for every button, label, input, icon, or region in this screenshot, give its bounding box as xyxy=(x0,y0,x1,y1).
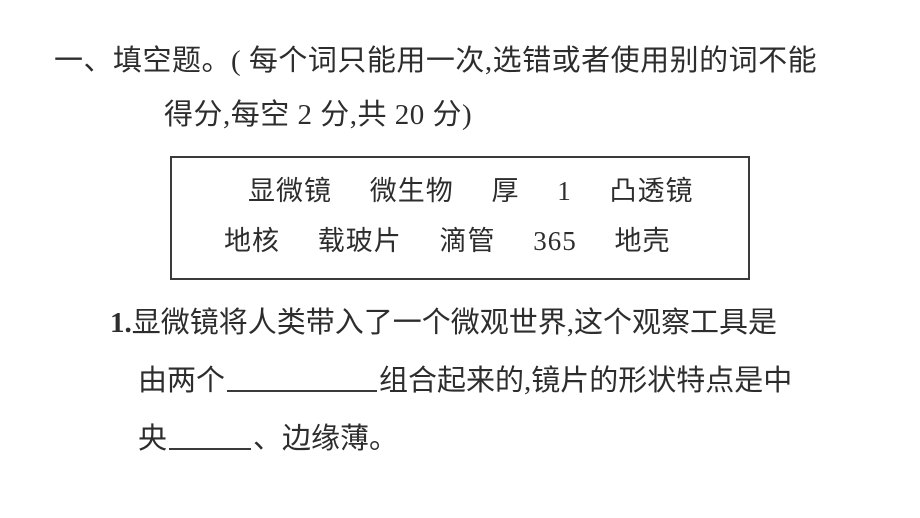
question-1-line-2: 由两个 组合起来的,镜片的形状特点是中 xyxy=(54,352,886,410)
word-bank-row-2: 地核 载玻片 滴管 365 地壳 xyxy=(182,216,738,266)
question-text: 央 xyxy=(138,423,167,455)
word-item: 微生物 xyxy=(370,176,454,206)
word-item: 1 xyxy=(557,176,572,206)
fill-blank[interactable] xyxy=(227,390,377,392)
heading-line-2: 得分,每空 2 分,共 20 分) xyxy=(54,88,886,142)
question-1: 1.显微镜将人类带入了一个微观世界,这个观察工具是 由两个 组合起来的,镜片的形状… xyxy=(54,294,886,468)
word-item: 地核 xyxy=(224,226,280,256)
fill-blank[interactable] xyxy=(169,448,251,450)
page: 一、填空题。( 每个词只能用一次,选错或者使用别的词不能 得分,每空 2 分,共… xyxy=(54,34,886,468)
word-item: 地壳 xyxy=(615,226,671,256)
word-bank: 显微镜 微生物 厚 1 凸透镜 地核 载玻片 滴管 365 地壳 xyxy=(170,156,750,280)
section-heading: 一、填空题。( 每个词只能用一次,选错或者使用别的词不能 得分,每空 2 分,共… xyxy=(54,34,886,142)
word-item: 厚 xyxy=(492,176,520,206)
word-item: 滴管 xyxy=(440,226,496,256)
word-item: 365 xyxy=(533,226,577,256)
question-text: 、边缘薄。 xyxy=(253,423,398,455)
word-bank-row-1: 显微镜 微生物 厚 1 凸透镜 xyxy=(182,166,738,216)
question-text: 显微镜将人类带入了一个微观世界,这个观察工具是 xyxy=(132,307,777,339)
heading-line-1: 一、填空题。( 每个词只能用一次,选错或者使用别的词不能 xyxy=(54,34,886,88)
word-item: 凸透镜 xyxy=(610,176,694,206)
question-text: 由两个 xyxy=(138,365,225,397)
word-item: 显微镜 xyxy=(248,176,332,206)
word-item: 载玻片 xyxy=(318,226,402,256)
question-1-line-1: 1.显微镜将人类带入了一个微观世界,这个观察工具是 xyxy=(54,294,886,352)
word-bank-wrap: 显微镜 微生物 厚 1 凸透镜 地核 载玻片 滴管 365 地壳 xyxy=(54,156,886,280)
question-text: 组合起来的,镜片的形状特点是中 xyxy=(379,365,792,397)
question-number: 1. xyxy=(110,307,132,339)
question-1-line-3: 央 、边缘薄。 xyxy=(54,410,886,468)
